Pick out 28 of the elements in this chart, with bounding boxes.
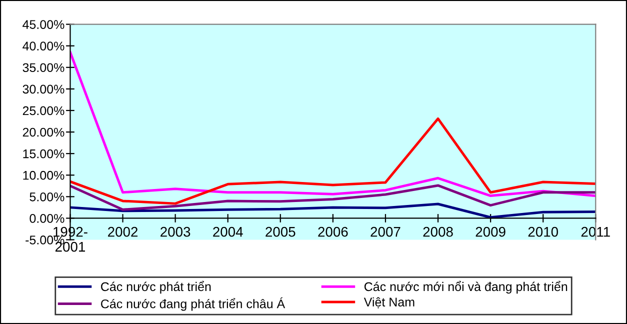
x-tick-label: 2002 [108,226,138,237]
legend-label: Các nước mới nổi và đang phát triển [364,280,568,294]
x-tick-label: 2003 [160,226,190,237]
y-tick-label: 35.00% [22,63,64,72]
y-tick-label: 45.00% [22,20,64,29]
x-tick-label: 2007 [370,226,400,237]
legend-label: Các nước đang phát triển châu Á [101,297,286,311]
x-tick-label: 2008 [423,226,453,237]
line-series [70,117,596,205]
y-tick-label: 5.00% [30,192,64,202]
x-tick-label: 2010 [528,226,558,237]
legend-label: Việt Nam [364,297,414,308]
y-tick-label: 30.00% [22,84,64,94]
line-series [70,184,596,211]
x-tick-label: 2005 [266,226,296,237]
x-tick-label: 2006 [318,226,348,237]
y-tick-label: 25.00% [22,106,64,116]
y-tick-label: 15.00% [23,149,64,158]
x-tick-label: 2011 [581,226,610,237]
line-series [70,51,596,198]
y-tick-label: 20.00% [22,128,64,137]
x-tick-label: 2004 [213,226,243,237]
y-tick-label: 10.00% [23,170,64,180]
x-tick-label: 2009 [476,226,506,237]
line-series [70,202,596,219]
y-tick-label: 40.00% [22,42,64,50]
y-tick-label: 0.00% [30,214,64,223]
legend-label: Các nước phát triển [101,280,211,294]
